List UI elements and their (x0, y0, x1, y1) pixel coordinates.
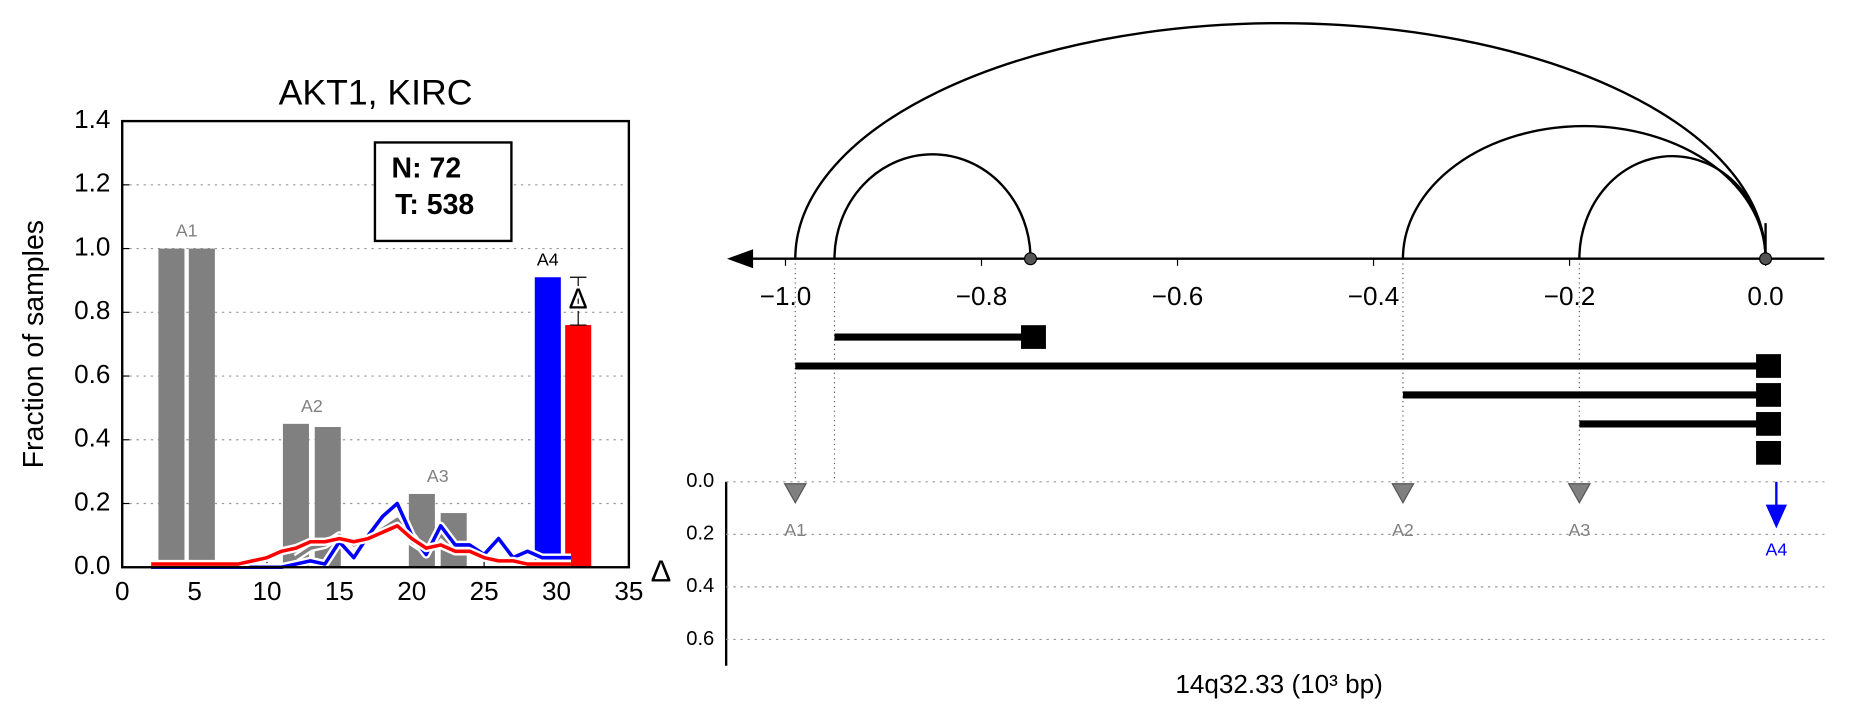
y-tick-label: 1.0 (74, 231, 110, 261)
x-axis-label: 14q32.33 (10³ bp) (1175, 669, 1382, 699)
x-tick-label: 15 (325, 576, 354, 606)
bar (565, 325, 592, 568)
junction-dot (1023, 252, 1038, 266)
bar (188, 248, 215, 568)
group-label: A3 (427, 466, 449, 486)
x-tick-label: −0.2 (1544, 281, 1596, 311)
x-tick-label: 25 (470, 576, 499, 606)
line (151, 524, 571, 566)
y-tick-label: 0.6 (74, 359, 110, 389)
count-label: T: 538 (395, 189, 474, 221)
event-marker (783, 483, 807, 504)
chart-title: AKT1, KIRC (279, 72, 473, 112)
event-label: A3 (1568, 520, 1590, 540)
x-tick-label: −0.8 (956, 281, 1008, 311)
y-tick-label: 0.2 (74, 486, 110, 516)
x-tick-label: 10 (252, 576, 281, 606)
splice-arc (794, 21, 1767, 259)
y-tick-label: 0.2 (686, 523, 714, 545)
event-label: A4 (1765, 540, 1787, 560)
y-tick-label: 0.0 (74, 550, 110, 580)
event-label: A1 (784, 520, 806, 540)
group-label: A4 (537, 249, 559, 269)
group-label: A2 (301, 396, 323, 416)
x-tick-label: 30 (542, 576, 571, 606)
event-label: A2 (1392, 520, 1414, 540)
isoform-end (1756, 412, 1781, 436)
x-tick-label: 35 (614, 576, 643, 606)
y-tick-label: 0.4 (74, 423, 110, 453)
y-tick-label: 1.2 (74, 168, 110, 198)
x-tick-label: 20 (397, 576, 426, 606)
plot-frame (121, 119, 631, 569)
event-marker (1567, 483, 1592, 504)
group-label: A1 (176, 221, 198, 241)
isoform-end (1021, 325, 1046, 349)
event-marker (1391, 483, 1415, 504)
y-tick-label: 0.8 (74, 295, 110, 325)
delta-label: Δ (569, 284, 588, 316)
y-tick-label: 1.4 (74, 104, 110, 134)
x-tick-label: 0.0 (1747, 281, 1783, 311)
x-tick-label: −0.6 (1152, 281, 1204, 311)
isoform-end (1756, 383, 1781, 407)
x-tick-label: −0.4 (1348, 281, 1400, 311)
bar (534, 277, 561, 568)
bar (158, 248, 185, 568)
y-axis-label: Fraction of samples (18, 220, 50, 468)
event-arrowhead (1765, 504, 1788, 529)
y-tick-label: 0.6 (686, 628, 714, 650)
isoform-end (1756, 354, 1781, 378)
x-tick-label: 5 (187, 576, 202, 606)
y-tick-label: 0.4 (686, 575, 714, 597)
count-label: N: 72 (392, 152, 462, 184)
y-tick-label: 0.0 (686, 470, 714, 492)
count-box (373, 141, 513, 243)
junction-dot (1759, 252, 1773, 266)
x-tick-label: −1.0 (760, 281, 812, 311)
isoform-end (1756, 440, 1781, 465)
splice-arc (1578, 154, 1767, 259)
axis-arrow (726, 249, 754, 269)
x-tick-label: 0 (115, 576, 130, 606)
y-axis-label: Δ (651, 553, 672, 588)
splice-arc (833, 153, 1032, 259)
splice-arc (1401, 124, 1767, 259)
